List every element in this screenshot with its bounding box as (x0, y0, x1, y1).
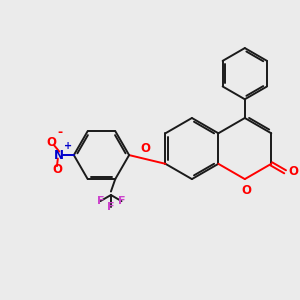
Text: +: + (64, 141, 72, 151)
Text: O: O (241, 184, 251, 197)
Text: F: F (118, 196, 125, 206)
Text: N: N (54, 148, 64, 162)
Text: O: O (289, 165, 298, 178)
Text: -: - (58, 126, 63, 140)
Text: O: O (141, 142, 151, 155)
Text: F: F (97, 196, 104, 206)
Text: F: F (107, 202, 115, 212)
Text: O: O (52, 163, 62, 176)
Text: O: O (46, 136, 56, 149)
